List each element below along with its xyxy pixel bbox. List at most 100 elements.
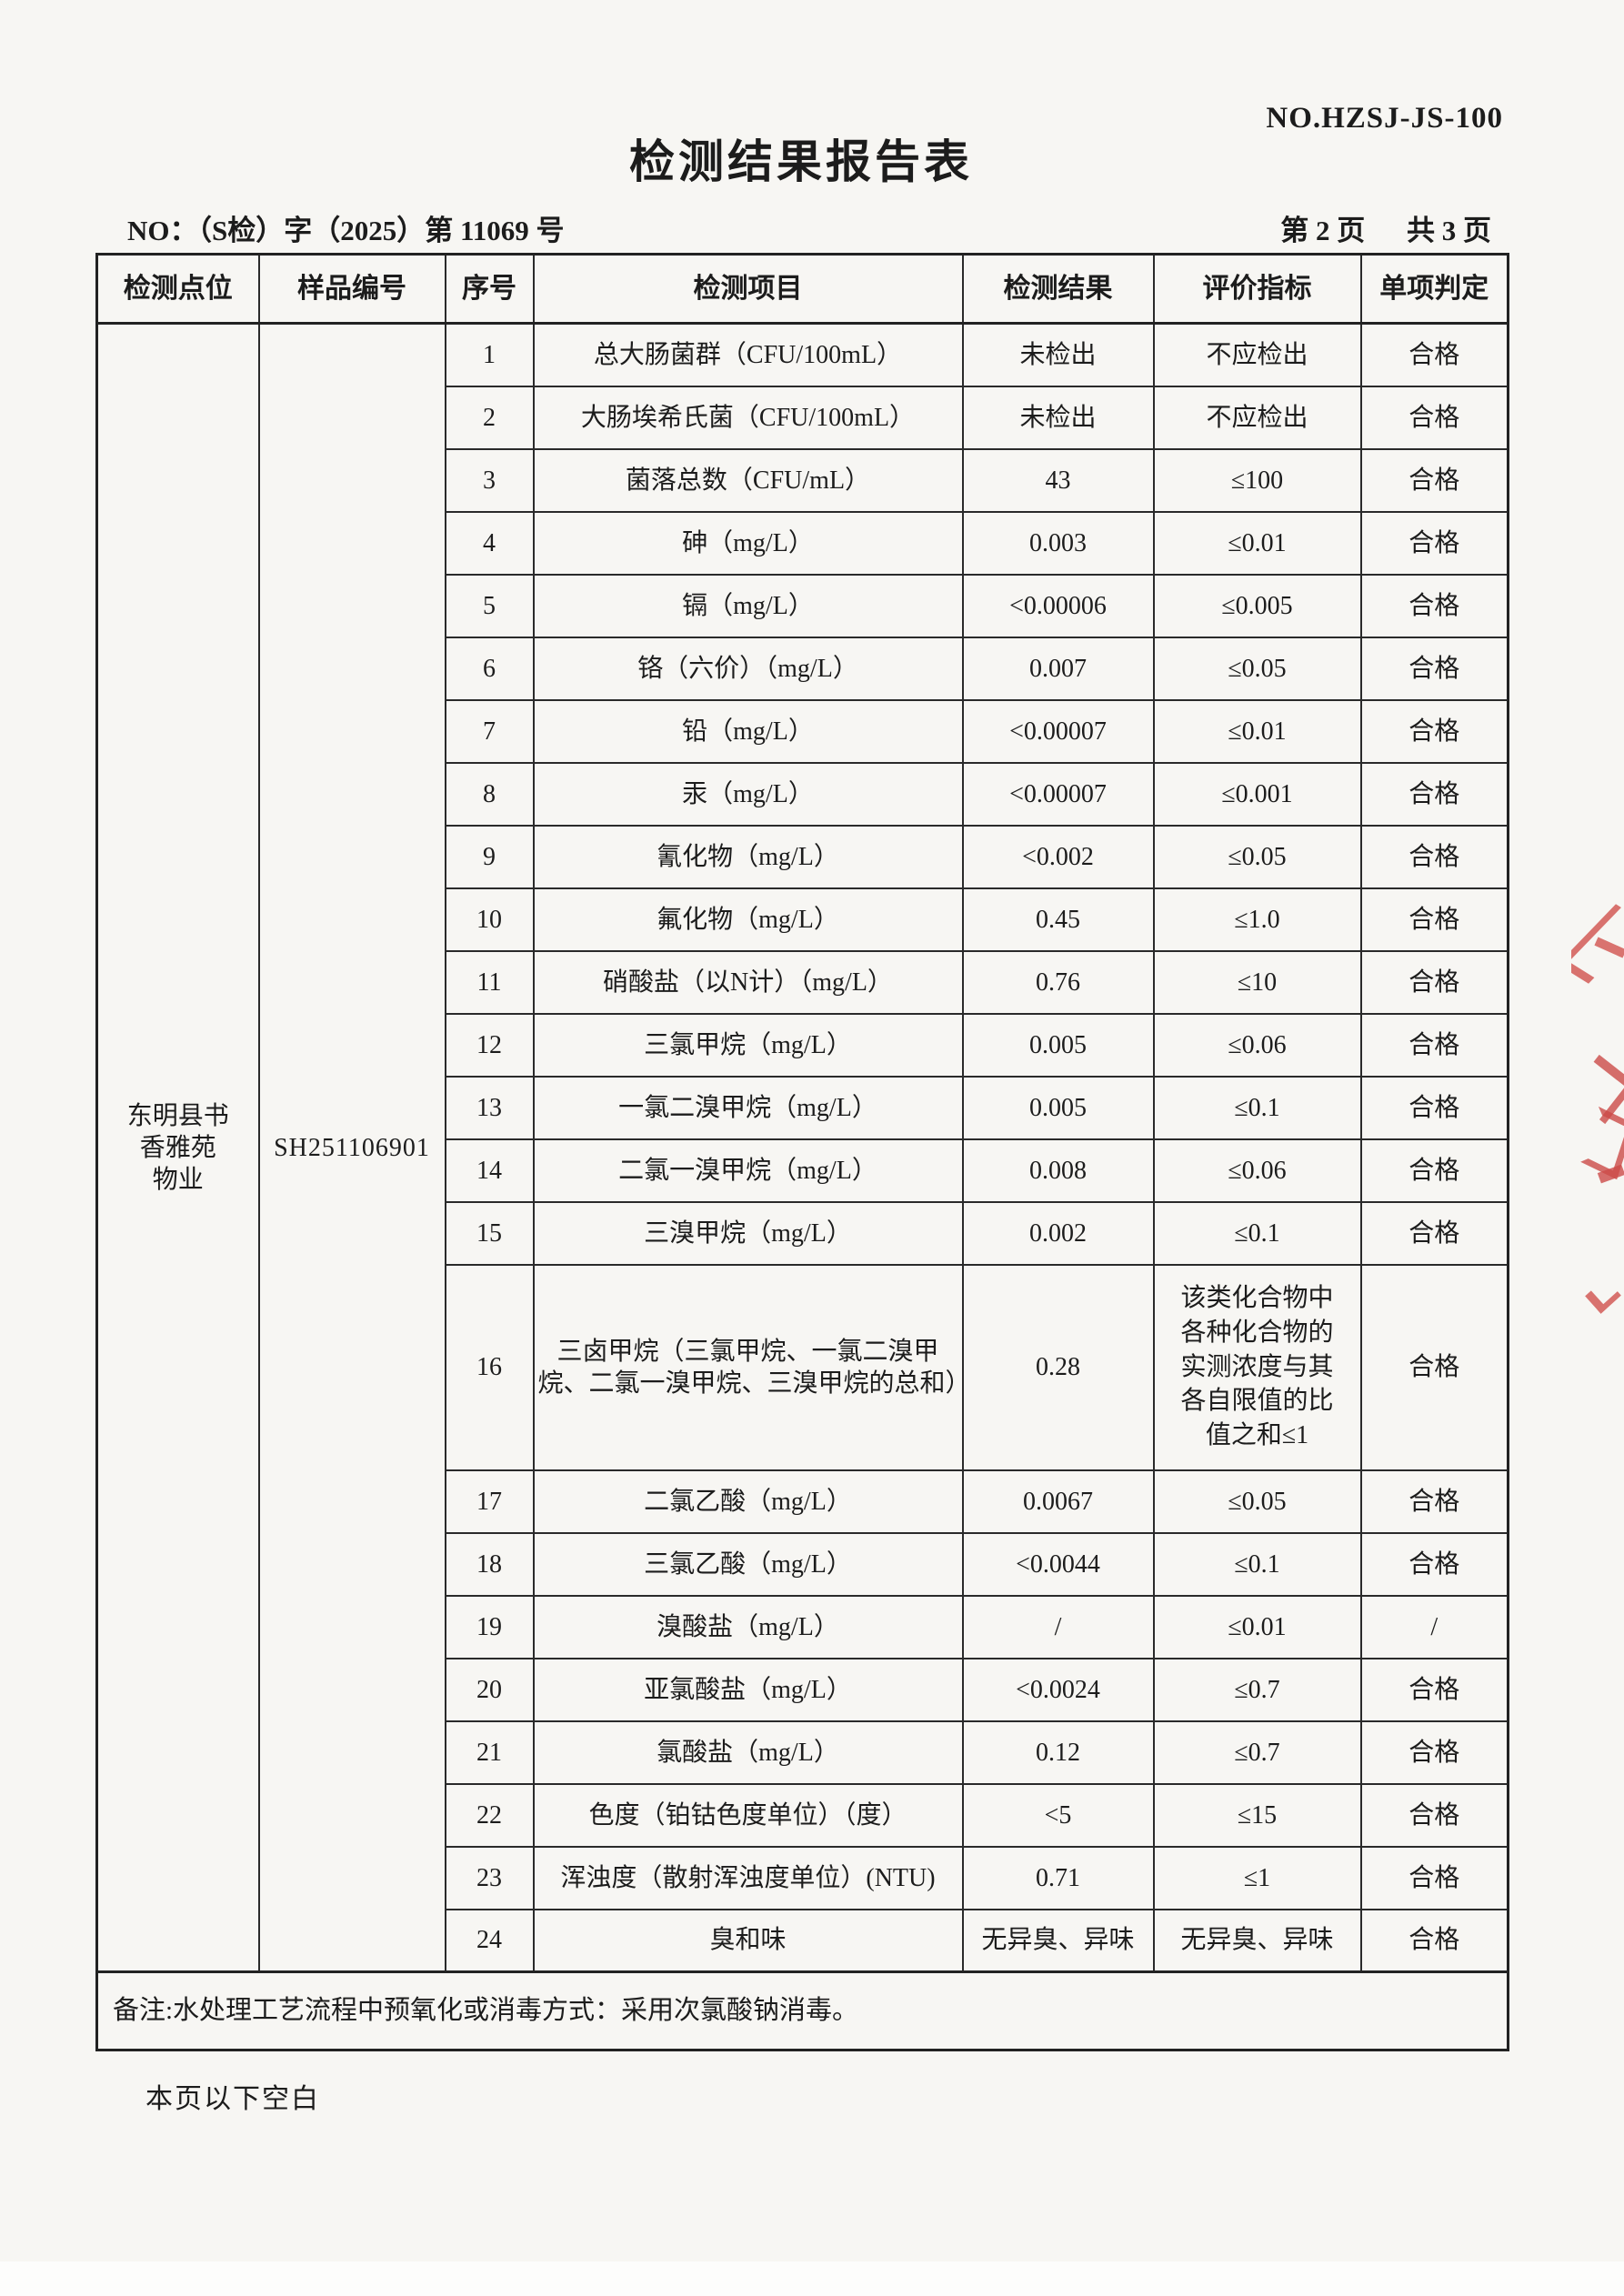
row-item: 三氯乙酸（mg/L）	[532, 1531, 964, 1597]
row-result: <0.0024	[961, 1657, 1155, 1722]
row-item: 菌落总数（CFU/mL）	[532, 447, 964, 513]
row-seq: 15	[444, 1200, 535, 1266]
row-item: 三卤甲烷（三氯甲烷、一氯二溴甲烷、二氯一溴甲烷、三溴甲烷的总和）	[532, 1263, 971, 1471]
header-limit: 评价指标	[1152, 253, 1362, 325]
row-judge: 合格	[1359, 1531, 1509, 1597]
row-judge: 合格	[1359, 1782, 1509, 1848]
row-item: 三氯甲烷（mg/L）	[532, 1012, 964, 1078]
row-result: 43	[961, 447, 1155, 513]
row-item: 铅（mg/L）	[532, 698, 964, 764]
row-limit: ≤0.001	[1152, 761, 1362, 827]
header-sample: 样品编号	[257, 253, 446, 325]
row-item: 臭和味	[532, 1908, 964, 1973]
row-result: 0.002	[961, 1200, 1155, 1266]
row-result: 0.12	[961, 1719, 1155, 1785]
site-line: 东明县书	[126, 1101, 229, 1130]
header-result: 检测结果	[961, 253, 1155, 325]
row-result: <0.0044	[961, 1531, 1155, 1597]
stamp-stroke	[1580, 1106, 1624, 1180]
blank-note: 本页以下空白	[145, 2084, 320, 2114]
table-row: 10 氟化物（mg/L） 0.45 ≤1.0 合格	[97, 887, 1509, 952]
table-row: 6 铬（六价）（mg/L） 0.007 ≤0.05 合格	[97, 636, 1509, 701]
row-limit: ≤0.01	[1152, 510, 1362, 576]
header-judge: 单项判定	[1359, 253, 1509, 325]
row-seq: 20	[444, 1657, 535, 1722]
table-row: 4 砷（mg/L） 0.003 ≤0.01 合格	[97, 510, 1509, 576]
report-meta-row: NO：（S检）字（2025）第 11069 号 第 2 页 共 3 页	[95, 207, 1507, 248]
table-header-row: 检测点位 样品编号 序号 检测项目 检测结果 评价指标 单项判定	[95, 253, 1509, 325]
table-row: 22 色度（铂钴色度单位）（度） <5 ≤15 合格	[97, 1782, 1509, 1848]
table-row: 17 二氯乙酸（mg/L） 0.0067 ≤0.05 合格	[97, 1469, 1509, 1534]
row-result: /	[961, 1594, 1155, 1659]
table-row: 13 一氯二溴甲烷（mg/L） 0.005 ≤0.1 合格	[97, 1075, 1509, 1140]
row-item: 色度（铂钴色度单位）（度）	[532, 1782, 964, 1848]
row-seq: 3	[444, 447, 535, 513]
row-limit: ≤0.7	[1152, 1719, 1362, 1785]
row-judge: 合格	[1359, 949, 1509, 1015]
row-limit: 不应检出	[1152, 385, 1362, 450]
header-item: 检测项目	[532, 253, 964, 325]
row-item: 浑浊度（散射浑浊度单位）(NTU)	[532, 1845, 964, 1910]
stamp-stroke	[1594, 937, 1624, 958]
row-limit: ≤0.7	[1152, 1657, 1362, 1722]
row-item: 汞（mg/L）	[532, 761, 964, 827]
row-limit: ≤0.05	[1152, 824, 1362, 889]
row-limit: ≤0.005	[1152, 573, 1362, 638]
stamp-stroke	[1585, 1278, 1621, 1314]
header-site: 检测点位	[95, 253, 260, 325]
stamp-stroke	[1597, 1164, 1624, 1184]
row-seq: 7	[444, 698, 535, 764]
table-row: 3 菌落总数（CFU/mL） 43 ≤100 合格	[97, 447, 1509, 513]
page-current: 第 2 页	[1280, 215, 1366, 246]
row-limit: 该类化合物中各种化合物的实测浓度与其各自限值的比值之和≤1	[1152, 1263, 1362, 1471]
row-limit: ≤1.0	[1152, 887, 1362, 952]
row-seq: 8	[444, 761, 535, 827]
page-indicator: 第 2 页 共 3 页	[1280, 207, 1491, 248]
row-item: 二氯乙酸（mg/L）	[532, 1469, 964, 1534]
row-judge: 合格	[1359, 385, 1509, 450]
row-item: 二氯一溴甲烷（mg/L）	[532, 1138, 964, 1203]
row-result: 未检出	[961, 322, 1155, 387]
row-limit: ≤100	[1152, 447, 1362, 513]
row-result: <5	[961, 1782, 1155, 1848]
row-judge: 合格	[1359, 510, 1509, 576]
row-judge: 合格	[1359, 636, 1509, 701]
row-seq: 23	[444, 1845, 535, 1910]
row-seq: 4	[444, 510, 535, 576]
row-seq: 17	[444, 1469, 535, 1534]
table-row: 东明县书 香雅苑 物业 SH251106901 1 总大肠菌群（CFU/100mL） 未检出…	[95, 322, 1509, 1973]
row-seq: 6	[444, 636, 535, 701]
row-result: 0.003	[961, 510, 1155, 576]
row-item: 大肠埃希氏菌（CFU/100mL）	[532, 385, 964, 450]
row-limit: ≤0.05	[1152, 1469, 1362, 1534]
table-row: 7 铅（mg/L） <0.00007 ≤0.01 合格	[97, 698, 1509, 764]
scan-edge	[0, 2261, 1624, 2296]
row-judge: 合格	[1359, 1012, 1509, 1078]
row-limit: 不应检出	[1152, 322, 1362, 387]
row-judge: /	[1359, 1594, 1509, 1659]
row-item: 三溴甲烷（mg/L）	[532, 1200, 964, 1266]
row-item: 铬（六价）（mg/L）	[532, 636, 964, 701]
row-item: 亚氯酸盐（mg/L）	[532, 1657, 964, 1722]
row-item: 总大肠菌群（CFU/100mL）	[532, 322, 964, 387]
row-seq: 10	[444, 887, 535, 952]
row-limit: ≤0.06	[1152, 1012, 1362, 1078]
row-result: 0.008	[961, 1138, 1155, 1203]
row-judge: 合格	[1359, 887, 1509, 952]
table-row: 21 氯酸盐（mg/L） 0.12 ≤0.7 合格	[97, 1719, 1509, 1785]
site-line: 物业	[152, 1165, 204, 1194]
row-item: 氟化物（mg/L）	[532, 887, 964, 952]
table-row: 16 三卤甲烷（三氯甲烷、一氯二溴甲烷、二氯一溴甲烷、三溴甲烷的总和） 0.28 该类…	[97, 1263, 1509, 1471]
row-limit: ≤0.1	[1152, 1075, 1362, 1140]
row-item: 一氯二溴甲烷（mg/L）	[532, 1075, 964, 1140]
row-item: 溴酸盐（mg/L）	[532, 1594, 964, 1659]
remark-row: 备注:水处理工艺流程中预氧化或消毒方式：采用次氯酸钠消毒。	[95, 1970, 1509, 2051]
row-judge: 合格	[1359, 1075, 1509, 1140]
table-row: 20 亚氯酸盐（mg/L） <0.0024 ≤0.7 合格	[97, 1657, 1509, 1722]
row-limit: ≤0.05	[1152, 636, 1362, 701]
row-seq: 1	[444, 322, 535, 387]
row-judge: 合格	[1359, 761, 1509, 827]
row-seq: 14	[444, 1138, 535, 1203]
row-limit: ≤1	[1152, 1845, 1362, 1910]
